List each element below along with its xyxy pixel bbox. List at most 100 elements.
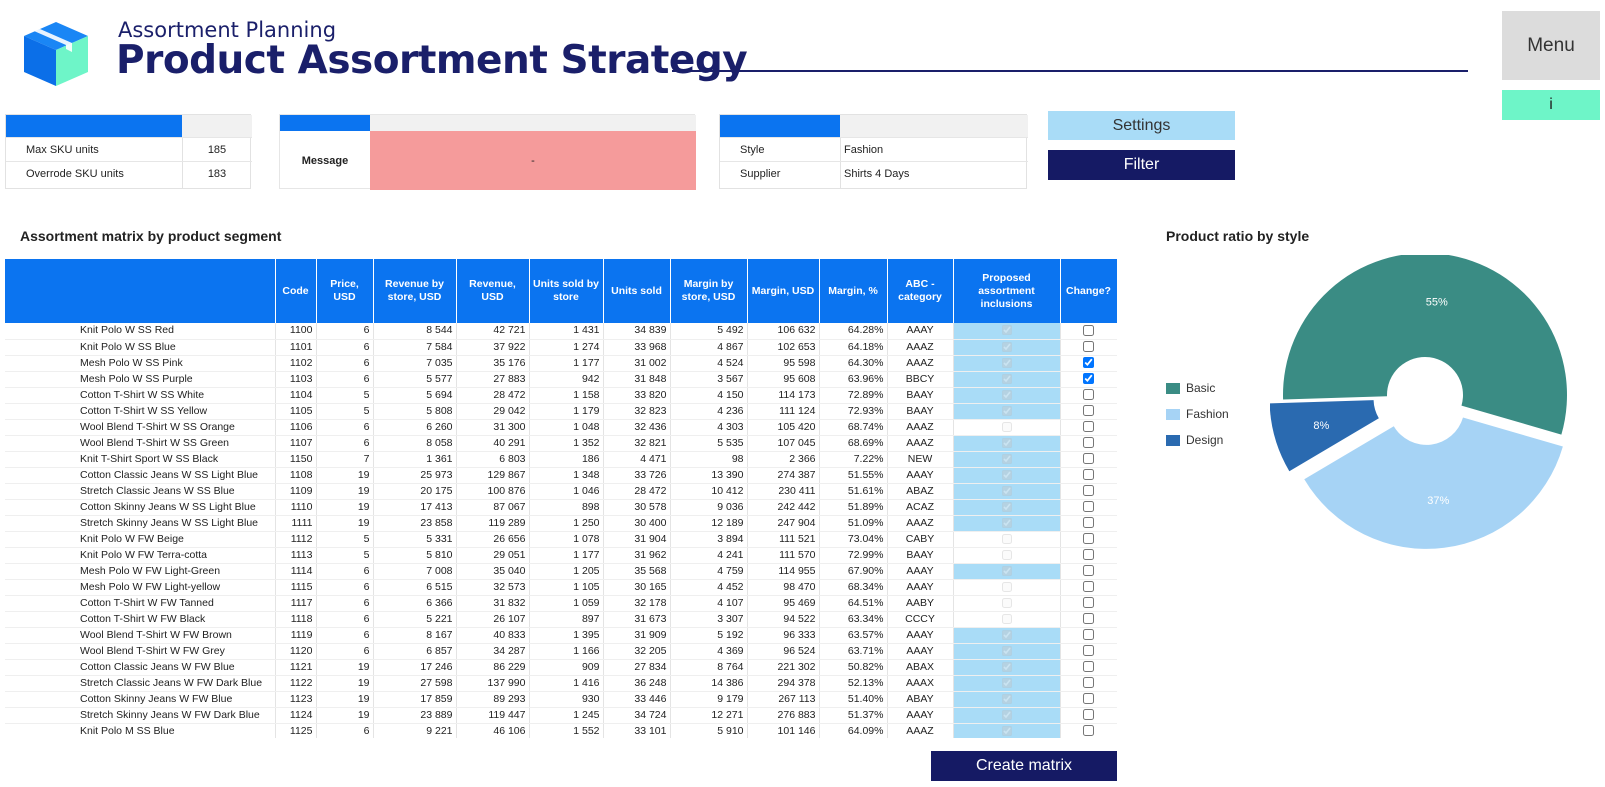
change-checkbox[interactable]	[1083, 453, 1094, 465]
change-checkbox[interactable]	[1083, 421, 1094, 433]
cell-proposed-inclusion	[953, 467, 1061, 484]
cell-proposed-inclusion	[953, 339, 1061, 356]
cell-margin-pct: 63.34%	[819, 611, 888, 628]
change-checkbox[interactable]	[1083, 709, 1094, 721]
table-row: Cotton T-Shirt W SS White 1104 5 5 694 28 47…	[5, 387, 1117, 404]
cell-margin-by-store: 12 271	[670, 707, 748, 724]
table-row: Knit Polo W FW Beige 1112 5 5 331 26 656 1 07…	[5, 531, 1117, 548]
change-checkbox[interactable]	[1083, 517, 1094, 529]
change-checkbox[interactable]	[1083, 501, 1094, 513]
cell-units-by-store: 909	[529, 659, 604, 676]
cell-abc-category: CABY	[887, 531, 954, 548]
change-checkbox[interactable]	[1083, 373, 1094, 385]
legend-item-fashion[interactable]: Fashion	[1166, 401, 1229, 427]
cell-product-code: 1108	[275, 467, 317, 484]
cell-margin-pct: 51.89%	[819, 499, 888, 516]
cell-margin-pct: 64.28%	[819, 323, 888, 340]
legend-item-basic[interactable]: Basic	[1166, 375, 1229, 401]
proposed-checkbox	[1001, 693, 1012, 704]
max-sku-value[interactable]: 185	[207, 143, 227, 156]
cell-revenue-by-store: 6 260	[373, 419, 457, 436]
cell-change	[1060, 371, 1117, 388]
change-checkbox[interactable]	[1083, 324, 1094, 336]
cell-abc-category: ABAZ	[887, 483, 954, 500]
info-button[interactable]: i	[1502, 90, 1600, 120]
table-row: Wool Blend T-Shirt W FW Grey 1120 6 6 857 34…	[5, 643, 1117, 660]
change-checkbox[interactable]	[1083, 341, 1094, 353]
change-checkbox[interactable]	[1083, 533, 1094, 545]
pie-slice-design[interactable]	[1270, 400, 1379, 472]
style-value[interactable]: Fashion	[844, 143, 884, 156]
cell-units-by-store: 1 205	[529, 563, 604, 580]
cell-change	[1060, 659, 1117, 676]
cell-price: 6	[316, 355, 374, 372]
change-checkbox[interactable]	[1083, 725, 1094, 737]
cell-product-name: Knit Polo W FW Beige	[5, 531, 276, 548]
pie-slice-basic[interactable]	[1283, 255, 1567, 435]
panel-header-accent	[6, 115, 182, 137]
filter-button[interactable]: Filter	[1048, 150, 1235, 180]
table-row: Cotton Skinny Jeans W SS Light Blue 1110 1…	[5, 499, 1117, 516]
change-checkbox[interactable]	[1083, 581, 1094, 593]
cell-margin-pct: 68.74%	[819, 419, 888, 436]
legend-swatch	[1166, 434, 1180, 446]
cell-proposed-inclusion	[953, 451, 1061, 468]
change-checkbox[interactable]	[1083, 357, 1094, 369]
change-checkbox[interactable]	[1083, 661, 1094, 673]
change-checkbox[interactable]	[1083, 469, 1094, 481]
change-checkbox[interactable]	[1083, 565, 1094, 577]
table-row: Mesh Polo W FW Light-Green 1114 6 7 008 35 0…	[5, 563, 1117, 580]
assortment-matrix[interactable]: Code Price, USD Revenue by store, USD Reven…	[5, 259, 1117, 738]
change-checkbox[interactable]	[1083, 629, 1094, 641]
cell-units-sold: 28 472	[603, 483, 671, 500]
supplier-value[interactable]: Shirts 4 Days	[844, 167, 910, 180]
change-checkbox[interactable]	[1083, 405, 1094, 417]
change-checkbox[interactable]	[1083, 389, 1094, 401]
cell-units-by-store: 1 431	[529, 323, 604, 340]
change-checkbox[interactable]	[1083, 549, 1094, 561]
change-checkbox[interactable]	[1083, 645, 1094, 657]
create-matrix-button[interactable]: Create matrix	[931, 751, 1117, 781]
change-checkbox[interactable]	[1083, 437, 1094, 449]
cell-change	[1060, 435, 1117, 452]
cell-price: 7	[316, 451, 374, 468]
pie-slice-fashion[interactable]	[1304, 417, 1563, 549]
table-row: Cotton T-Shirt W FW Black 1118 6 5 221 26 10…	[5, 611, 1117, 628]
cell-margin: 101 146	[747, 723, 820, 738]
change-checkbox[interactable]	[1083, 613, 1094, 625]
legend-item-design[interactable]: Design	[1166, 427, 1229, 453]
cell-revenue: 29 042	[456, 403, 530, 420]
cell-change	[1060, 515, 1117, 532]
cell-product-code: 1106	[275, 419, 317, 436]
supplier-label: Supplier	[740, 167, 781, 180]
cell-revenue: 26 107	[456, 611, 530, 628]
proposed-checkbox	[1001, 709, 1012, 720]
app-subtitle: Assortment Planning	[118, 18, 337, 42]
legend-swatch	[1166, 408, 1180, 420]
cell-price: 6	[316, 371, 374, 388]
cell-margin-pct: 72.99%	[819, 547, 888, 564]
menu-button[interactable]: Menu	[1502, 11, 1600, 80]
table-row: Stretch Classic Jeans W SS Blue 1109 19 20 …	[5, 483, 1117, 500]
cell-product-code: 1120	[275, 643, 317, 660]
cell-units-sold: 33 726	[603, 467, 671, 484]
cell-margin-by-store: 9 036	[670, 499, 748, 516]
cell-units-by-store: 1 552	[529, 723, 604, 738]
cell-product-code: 1112	[275, 531, 317, 548]
cell-revenue: 137 990	[456, 675, 530, 692]
cell-revenue: 89 293	[456, 691, 530, 708]
cell-price: 19	[316, 659, 374, 676]
cell-margin-by-store: 10 412	[670, 483, 748, 500]
overrode-sku-value[interactable]: 183	[207, 167, 227, 180]
table-row: Knit Polo W SS Red 1100 6 8 544 42 721 1 431 3…	[5, 323, 1117, 340]
change-checkbox[interactable]	[1083, 677, 1094, 689]
change-checkbox[interactable]	[1083, 693, 1094, 705]
cell-units-sold: 27 834	[603, 659, 671, 676]
change-checkbox[interactable]	[1083, 597, 1094, 609]
settings-button[interactable]: Settings	[1048, 111, 1235, 140]
cell-units-sold: 30 165	[603, 579, 671, 596]
cell-revenue-by-store: 8 167	[373, 627, 457, 644]
change-checkbox[interactable]	[1083, 485, 1094, 497]
cell-product-name: Cotton Classic Jeans W FW Blue	[5, 659, 276, 676]
cell-margin: 242 442	[747, 499, 820, 516]
